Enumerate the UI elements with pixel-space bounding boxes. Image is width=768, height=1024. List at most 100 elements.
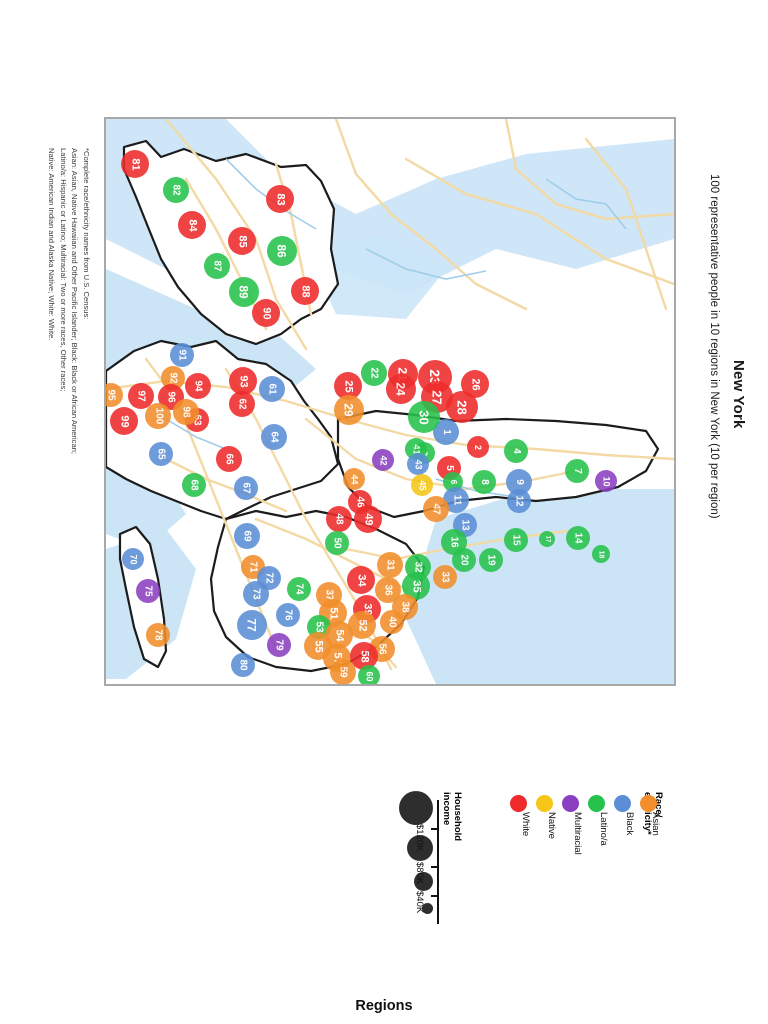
person-bubble[interactable]: 44 [343,468,365,490]
person-bubble-label: 97 [136,390,147,402]
person-bubble-label: 51 [327,606,340,620]
person-bubble[interactable]: 80 [231,653,255,677]
person-bubble[interactable]: 47 [423,496,449,522]
person-bubble[interactable]: 77 [237,610,267,640]
person-bubble[interactable]: 89 [229,277,259,307]
person-bubble-label: 30 [416,409,432,425]
race-swatch-icon [614,795,631,812]
income-legend-bubble [422,902,433,914]
person-bubble[interactable]: 85 [228,227,256,255]
person-bubble[interactable]: 43 [407,453,429,475]
person-bubble[interactable]: 28 [446,391,478,423]
person-bubble-label: 11 [450,494,462,506]
person-bubble[interactable]: 65 [149,442,173,466]
person-bubble[interactable]: 66 [216,446,242,472]
income-tick-label: $40K [414,891,425,914]
person-bubble-label: 38 [400,601,411,613]
person-bubble[interactable]: 75 [136,579,160,603]
person-bubble[interactable]: 100 [145,403,171,429]
person-bubble[interactable]: 86 [267,236,297,266]
person-bubble-label: 80 [238,659,249,671]
person-bubble[interactable]: 70 [122,548,144,570]
person-bubble-label: 25 [342,379,355,393]
person-bubble[interactable]: 29 [334,395,364,425]
person-bubble-label: 74 [294,583,305,595]
person-bubble[interactable]: 95 [106,383,123,407]
person-bubble[interactable]: 81 [121,150,149,178]
person-bubble[interactable]: 19 [479,548,503,572]
person-bubble[interactable]: 82 [163,177,189,203]
person-bubble-label: 7 [572,468,583,474]
person-bubble-label: 53 [314,621,325,633]
person-bubble[interactable]: 61 [259,376,285,402]
person-bubble[interactable]: 30 [408,401,440,433]
person-bubble[interactable]: 93 [229,367,257,395]
person-bubble[interactable]: 7 [565,459,589,483]
person-bubble[interactable]: 2 [467,436,489,458]
person-bubble[interactable]: 62 [229,391,255,417]
person-bubble[interactable]: 76 [276,603,300,627]
person-bubble[interactable]: 31 [377,552,403,578]
income-legend-bubble [407,835,433,861]
footnote-line-2: Asian: Asian, Native Hawaiian and Other … [70,148,80,454]
person-bubble-label: 69 [242,530,253,542]
race-legend-label: White [520,812,531,837]
person-bubble[interactable]: 14 [566,526,590,550]
person-bubble-label: 47 [431,503,442,515]
income-legend-bubble [399,791,433,825]
page-title-wrapper: New York [729,360,747,429]
person-bubble[interactable]: 10 [595,470,617,492]
person-bubble[interactable]: 69 [234,523,260,549]
person-bubble[interactable]: 83 [266,185,294,213]
person-bubble[interactable]: 17 [539,531,555,547]
person-bubble[interactable]: 94 [185,373,211,399]
person-bubble[interactable]: 40 [380,610,404,634]
person-bubble[interactable]: 84 [178,211,206,239]
race-legend-label: Asian [650,812,661,836]
person-bubble[interactable]: 91 [170,343,194,367]
person-bubble[interactable]: 73 [243,581,269,607]
person-bubble[interactable]: 4 [504,439,528,463]
person-bubble[interactable]: 68 [182,473,206,497]
person-bubble[interactable]: 48 [326,506,352,532]
person-bubble-label: 54 [333,628,346,642]
person-bubble[interactable]: 15 [504,528,528,552]
person-bubble[interactable]: 90 [252,299,280,327]
person-bubble-label: 62 [237,398,248,410]
person-bubble[interactable]: 99 [110,407,138,435]
person-bubble[interactable]: 87 [204,253,230,279]
person-bubble-label: 45 [417,479,428,491]
race-legend-label: Latino/a [598,812,609,846]
person-bubble[interactable]: 22 [361,360,387,386]
person-bubble-label: 18 [597,550,605,558]
person-bubble[interactable]: 18 [592,545,610,563]
person-bubble-label: 28 [454,399,470,415]
person-bubble[interactable]: 79 [267,633,291,657]
person-bubble-label: 88 [299,284,312,298]
income-axis-tick [431,866,437,868]
person-bubble[interactable]: 50 [325,531,349,555]
person-bubble[interactable]: 74 [287,577,311,601]
person-bubble[interactable]: 59 [330,659,356,684]
person-bubble-label: 24 [393,382,408,396]
person-bubble[interactable]: 45 [411,474,433,496]
person-bubble[interactable]: 24 [386,374,416,404]
person-bubble-label: 58 [358,649,371,663]
person-bubble[interactable]: 64 [261,424,287,450]
person-bubble[interactable]: 33 [433,565,457,589]
person-bubble[interactable]: 49 [354,505,382,533]
person-bubble[interactable]: 8 [472,470,496,494]
person-bubble[interactable]: 34 [347,566,375,594]
person-bubble[interactable]: 60 [358,665,380,684]
person-bubble[interactable]: 78 [146,623,170,647]
person-bubble[interactable]: 98 [173,399,199,425]
person-bubble[interactable]: 88 [291,277,319,305]
person-bubble-label: 87 [212,260,223,272]
person-bubble[interactable]: 42 [372,449,394,471]
person-bubble[interactable]: 20 [452,548,476,572]
person-bubble[interactable]: 12 [507,489,531,513]
regions-caption: Regions [355,998,413,1014]
person-bubble-label: 72 [264,572,275,584]
race-legend-label: Black [624,812,635,836]
person-bubble[interactable]: 67 [234,476,258,500]
